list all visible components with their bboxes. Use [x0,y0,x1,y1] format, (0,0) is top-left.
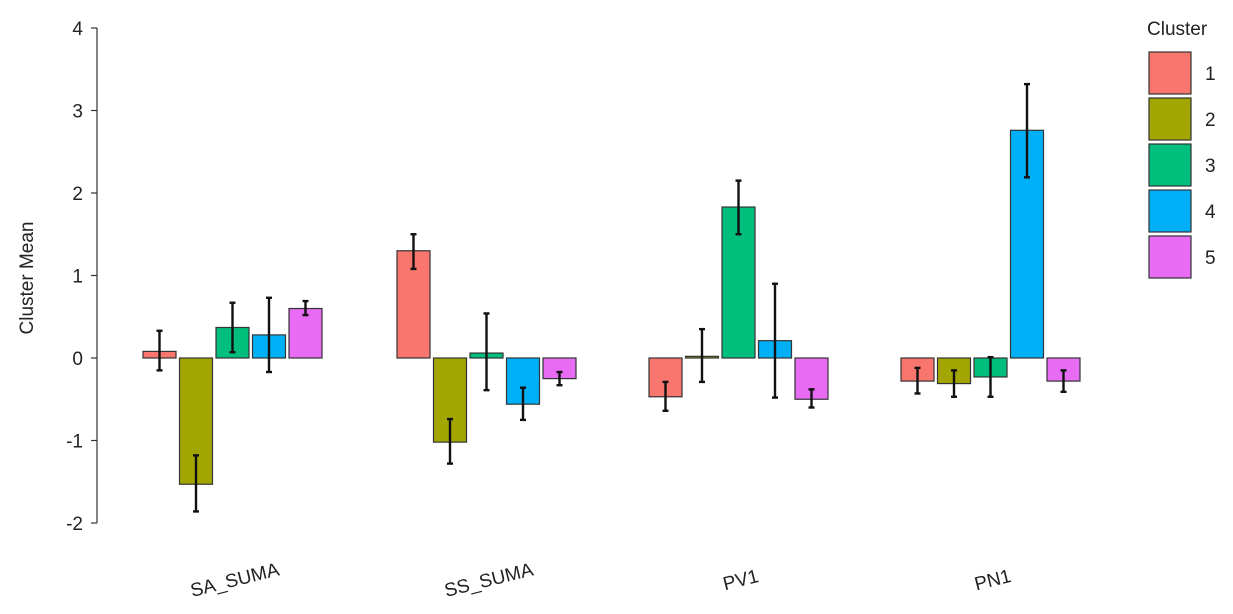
y-axis-title: Cluster Mean [17,222,38,335]
error-bar-sa-suma-cluster-4 [266,296,272,374]
bar-ss-suma-cluster-2 [432,357,468,443]
legend-swatch-cluster-4 [1148,189,1192,233]
legend: Cluster 1 2 3 4 5 [1147,19,1216,279]
legend-title: Cluster [1147,19,1208,40]
y-tick-label: 3 [72,102,83,123]
y-tick-label: 1 [72,267,83,288]
x-category-label: PV1 [721,566,761,595]
legend-label-cluster-2: 2 [1205,110,1216,131]
x-category-label: SA_SUMA [188,559,282,601]
x-category-label: PN1 [972,566,1013,595]
error-bar-pv1-cluster-1 [662,380,669,412]
legend-label-cluster-3: 3 [1205,156,1216,177]
x-category-label: SS_SUMA [442,559,536,601]
legend-swatch-cluster-2 [1148,97,1192,141]
error-bar-ss-suma-cluster-3 [483,312,490,392]
error-bar-ss-suma-cluster-5 [556,370,563,387]
y-tick-label: -2 [66,514,83,535]
error-bar-pv1-cluster-4 [772,282,778,399]
error-bar-pn1-cluster-2 [951,369,957,398]
bar-sa-suma-cluster-5 [288,307,323,359]
legend-swatch-cluster-3 [1148,143,1192,187]
error-bars [156,82,1067,513]
error-bar-ss-suma-cluster-1 [410,233,417,271]
error-bar-sa-suma-cluster-2 [193,454,199,513]
error-bar-pn1-cluster-4 [1024,82,1030,179]
error-bar-ss-suma-cluster-4 [520,386,526,422]
y-axis: -2 -1 0 1 2 3 4 [66,19,98,535]
error-bar-ss-suma-cluster-2 [447,417,453,465]
error-bar-sa-suma-cluster-5 [302,299,309,317]
legend-swatch-cluster-5 [1148,235,1192,279]
bars [142,129,1081,485]
error-bar-pn1-cluster-3 [987,355,994,398]
legend-label-cluster-5: 5 [1205,248,1216,269]
error-bar-pv1-cluster-3 [735,179,742,236]
legend-label-cluster-4: 4 [1205,202,1216,223]
error-bar-pn1-cluster-1 [914,366,921,395]
error-bar-pv1-cluster-2 [699,327,705,384]
y-tick-label: 0 [72,349,83,370]
legend-label-cluster-1: 1 [1205,64,1216,85]
error-bar-sa-suma-cluster-3 [229,301,236,354]
error-bar-pv1-cluster-5 [808,388,815,409]
legend-swatch-cluster-1 [1148,51,1192,95]
error-bar-pn1-cluster-5 [1060,369,1067,394]
y-tick-label: -1 [66,432,83,453]
error-bar-sa-suma-cluster-1 [156,329,163,372]
y-tick-label: 2 [72,184,83,205]
y-tick-label: 4 [72,19,83,40]
x-axis-category-labels: SA_SUMA SS_SUMA PV1 PN1 [188,559,1013,601]
